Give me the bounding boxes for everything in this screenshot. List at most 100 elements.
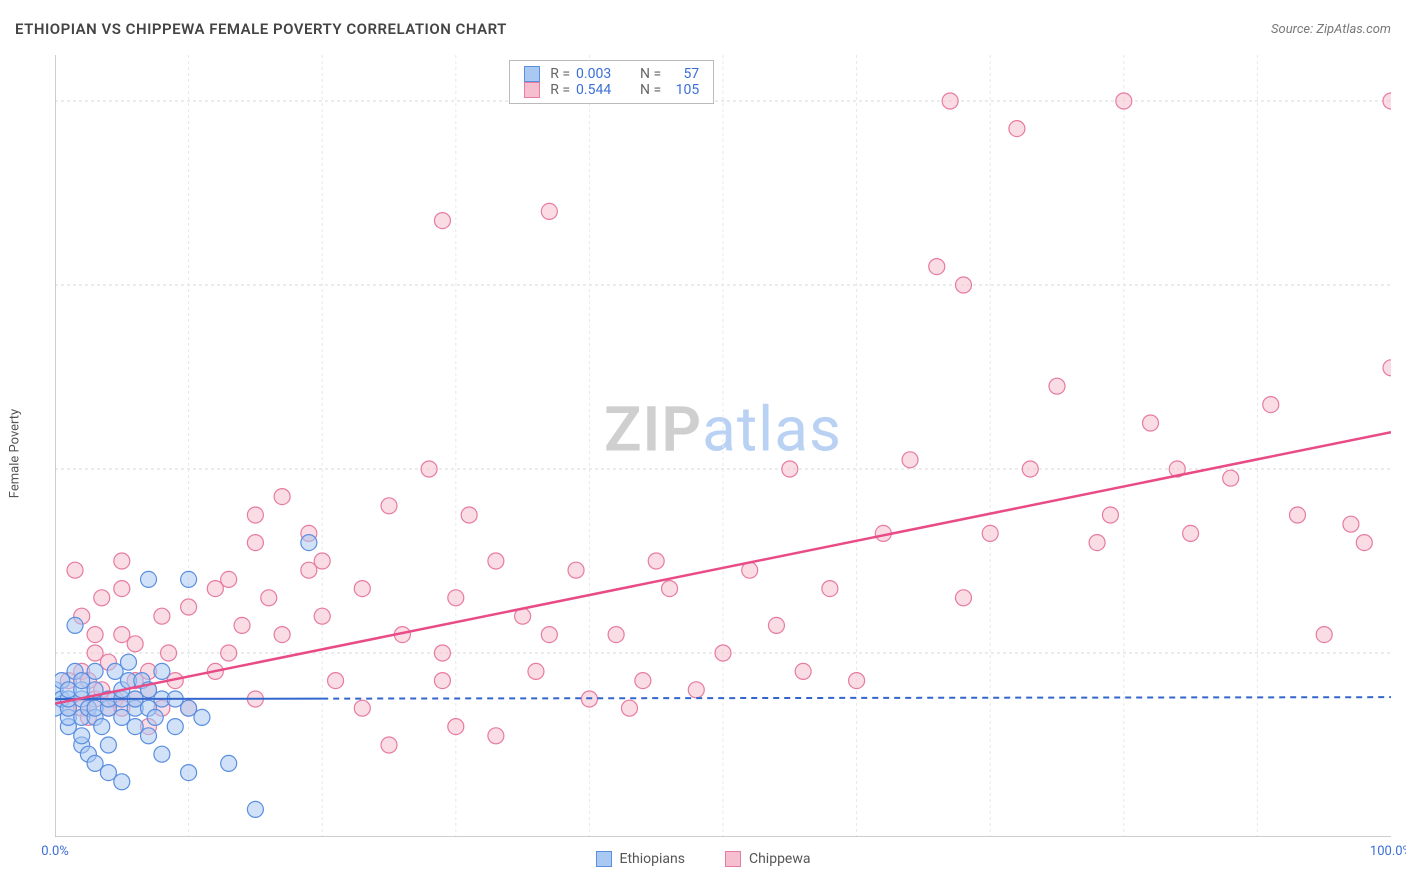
data-point-chippewa [541, 627, 557, 643]
data-point-ethiopians [147, 709, 163, 725]
legend-label-ethiopians: Ethiopians [620, 851, 685, 867]
data-point-chippewa [234, 617, 250, 633]
data-point-chippewa [648, 553, 664, 569]
data-point-ethiopians [154, 746, 170, 762]
corr-r-chippewa: 0.544 [576, 82, 624, 98]
data-point-chippewa [87, 627, 103, 643]
data-point-chippewa [67, 562, 83, 578]
data-point-ethiopians [194, 709, 210, 725]
data-point-ethiopians [181, 571, 197, 587]
corr-n-ethiopians: 57 [667, 66, 699, 82]
data-point-chippewa [434, 213, 450, 229]
legend-item-chippewa: Chippewa [725, 851, 811, 867]
data-point-chippewa [1343, 516, 1359, 532]
data-point-chippewa [955, 590, 971, 606]
data-point-ethiopians [67, 617, 83, 633]
data-point-chippewa [247, 507, 263, 523]
data-point-ethiopians [74, 728, 90, 744]
data-point-chippewa [354, 581, 370, 597]
data-point-ethiopians [100, 737, 116, 753]
data-point-chippewa [1383, 360, 1391, 376]
data-point-chippewa [1183, 525, 1199, 541]
legend-label-chippewa: Chippewa [749, 851, 811, 867]
data-point-chippewa [488, 553, 504, 569]
data-point-chippewa [261, 590, 277, 606]
data-point-chippewa [354, 700, 370, 716]
data-point-chippewa [795, 663, 811, 679]
data-point-chippewa [1089, 535, 1105, 551]
data-point-chippewa [1022, 461, 1038, 477]
corr-r-ethiopians: 0.003 [576, 66, 624, 82]
data-point-ethiopians [167, 719, 183, 735]
data-point-chippewa [1263, 397, 1279, 413]
data-point-chippewa [448, 590, 464, 606]
data-point-chippewa [434, 645, 450, 661]
corr-swatch-chippewa [524, 82, 540, 98]
data-point-chippewa [488, 728, 504, 744]
data-point-chippewa [688, 682, 704, 698]
data-point-chippewa [314, 608, 330, 624]
data-point-chippewa [982, 525, 998, 541]
data-point-chippewa [114, 553, 130, 569]
data-point-chippewa [1383, 93, 1391, 109]
data-point-chippewa [1102, 507, 1118, 523]
corr-n-chippewa: 105 [667, 82, 699, 98]
data-point-chippewa [1289, 507, 1305, 523]
data-point-chippewa [221, 645, 237, 661]
data-point-chippewa [768, 617, 784, 633]
data-point-chippewa [568, 562, 584, 578]
data-point-ethiopians [154, 663, 170, 679]
series-legend: Ethiopians Chippewa [0, 851, 1406, 867]
data-point-chippewa [929, 259, 945, 275]
data-point-chippewa [328, 673, 344, 689]
data-point-chippewa [127, 636, 143, 652]
corr-row-ethiopians: R = 0.003N = 57 [524, 66, 699, 82]
data-point-chippewa [635, 673, 651, 689]
data-point-chippewa [381, 737, 397, 753]
data-point-chippewa [715, 645, 731, 661]
chart-area: ZIPatlas R = 0.003N = 57R = 0.544N = 105… [55, 55, 1391, 837]
data-point-chippewa [541, 203, 557, 219]
data-point-chippewa [902, 452, 918, 468]
data-point-chippewa [608, 627, 624, 643]
chart-title: ETHIOPIAN VS CHIPPEWA FEMALE POVERTY COR… [15, 20, 507, 38]
data-point-chippewa [221, 571, 237, 587]
data-point-chippewa [421, 461, 437, 477]
data-point-chippewa [1316, 627, 1332, 643]
data-point-chippewa [955, 277, 971, 293]
data-point-ethiopians [94, 719, 110, 735]
legend-swatch-ethiopians [596, 851, 612, 867]
data-point-chippewa [1009, 121, 1025, 137]
data-point-chippewa [434, 673, 450, 689]
data-point-ethiopians [301, 535, 317, 551]
data-point-chippewa [274, 489, 290, 505]
data-point-chippewa [822, 581, 838, 597]
data-point-ethiopians [120, 654, 136, 670]
data-point-chippewa [1116, 93, 1132, 109]
corr-swatch-ethiopians [524, 66, 540, 82]
data-point-chippewa [1049, 378, 1065, 394]
data-point-chippewa [1356, 535, 1372, 551]
data-point-ethiopians [181, 765, 197, 781]
data-point-ethiopians [247, 801, 263, 817]
data-point-chippewa [1223, 470, 1239, 486]
data-point-chippewa [448, 719, 464, 735]
data-point-chippewa [782, 461, 798, 477]
data-point-chippewa [1143, 415, 1159, 431]
data-point-chippewa [247, 535, 263, 551]
scatter-plot [55, 55, 1391, 837]
data-point-ethiopians [114, 774, 130, 790]
data-point-ethiopians [221, 755, 237, 771]
data-point-chippewa [154, 608, 170, 624]
data-point-chippewa [274, 627, 290, 643]
data-point-chippewa [662, 581, 678, 597]
data-point-chippewa [161, 645, 177, 661]
data-point-chippewa [621, 700, 637, 716]
data-point-chippewa [381, 498, 397, 514]
legend-item-ethiopians: Ethiopians [596, 851, 685, 867]
data-point-ethiopians [141, 571, 157, 587]
data-point-chippewa [942, 93, 958, 109]
legend-swatch-chippewa [725, 851, 741, 867]
data-point-ethiopians [141, 728, 157, 744]
corr-row-chippewa: R = 0.544N = 105 [524, 82, 699, 98]
